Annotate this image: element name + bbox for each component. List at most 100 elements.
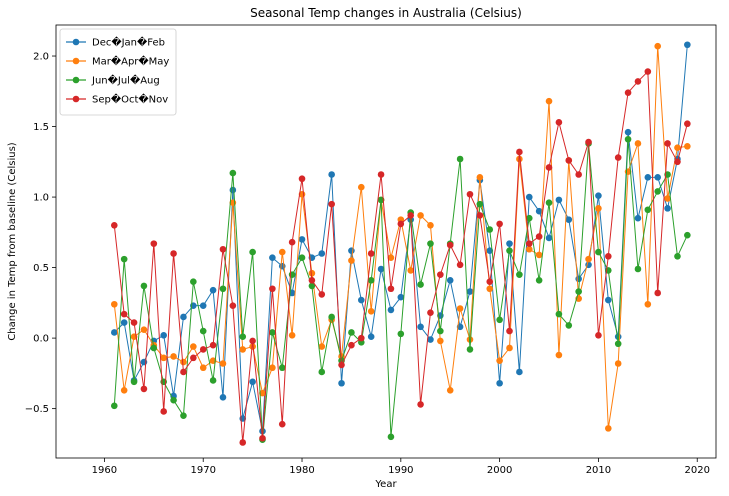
data-point [624,89,632,97]
data-point [219,394,227,401]
data-point [199,327,207,335]
legend: Dec�Jan�Feb Mar�Apr�May Jun�Jul�Aug Sep�Oct… [59,28,177,116]
data-point [535,251,543,259]
y-tick-label: −0.5 [25,404,49,415]
data-point [377,265,385,273]
data-point [190,343,197,350]
data-point [654,42,662,50]
data-point [278,364,286,372]
data-point [654,289,662,297]
data-point [120,319,128,326]
data-point [110,221,118,229]
data-point [614,154,622,161]
data-point [110,329,118,336]
data-point [150,344,158,352]
legend-item: Mar�Apr�May [66,55,169,68]
data-point [338,361,345,369]
y-axis-label: Change in Temp from baseline (Celsius) [7,142,18,340]
x-tick-label: 1970 [190,465,215,476]
data-point [654,188,662,195]
data-point [555,196,563,204]
data-point [219,285,227,293]
data-point [407,267,415,274]
data-point [644,174,652,181]
data-point [298,236,306,243]
data-point [476,174,484,181]
series-layer [110,41,691,446]
data-point [466,346,474,353]
data-point [496,316,503,324]
data-point [684,142,691,150]
data-point [249,337,256,345]
x-axis: 1960 1970 1980 1990 2000 2010 2020 [92,458,710,476]
data-point [397,330,405,338]
data-point [367,250,375,257]
data-point [190,354,197,362]
data-point [496,379,503,387]
data-point [278,420,286,428]
data-point [525,245,533,253]
data-point [535,233,543,240]
data-point [644,68,652,75]
data-point [229,169,237,177]
data-point [417,323,424,331]
data-point [160,331,167,339]
data-point [585,255,592,263]
data-point [516,368,523,376]
data-point [525,214,533,222]
data-point [535,207,543,215]
chart-title: Seasonal Temp changes in Australia (Cels… [250,6,522,20]
data-point [456,261,464,269]
data-point [209,377,217,384]
data-point [674,253,681,260]
data-point [575,288,582,295]
data-point [506,344,513,352]
legend-item: Dec�Jan�Feb [66,36,165,49]
data-point [298,175,306,183]
x-axis-label: Year [374,479,397,490]
data-point [417,401,424,408]
data-point [595,205,602,212]
data-point [229,302,237,309]
data-point [348,257,355,264]
data-point [308,276,316,284]
data-point [308,282,316,290]
data-point [516,148,523,156]
data-point [565,322,573,329]
data-point [545,164,553,171]
data-point [160,354,167,362]
x-tick-label: 2020 [685,465,710,476]
data-point [387,254,395,262]
data-point [664,140,671,147]
data-point [397,220,405,228]
data-point [466,288,474,295]
data-point [634,140,642,147]
legend-box [59,28,177,116]
legend-label: Dec�Jan�Feb [92,36,165,49]
data-point [249,378,256,386]
data-point [219,360,227,367]
data-point [140,326,148,333]
data-point [170,250,177,257]
data-point [239,333,247,341]
data-point [466,190,474,198]
data-point [555,119,563,126]
data-point [575,275,582,283]
data-point [278,248,286,256]
data-point [437,337,444,345]
data-point [397,293,405,301]
data-point [605,296,612,304]
data-point [644,206,652,214]
data-point [130,378,138,386]
data-point [427,221,434,229]
data-point [328,313,335,321]
data-point [605,425,612,432]
y-tick-label: 0.0 [33,334,49,345]
data-point [684,231,691,239]
data-point [674,158,681,166]
data-point [209,286,217,294]
data-point [387,433,395,441]
data-point [170,396,177,404]
